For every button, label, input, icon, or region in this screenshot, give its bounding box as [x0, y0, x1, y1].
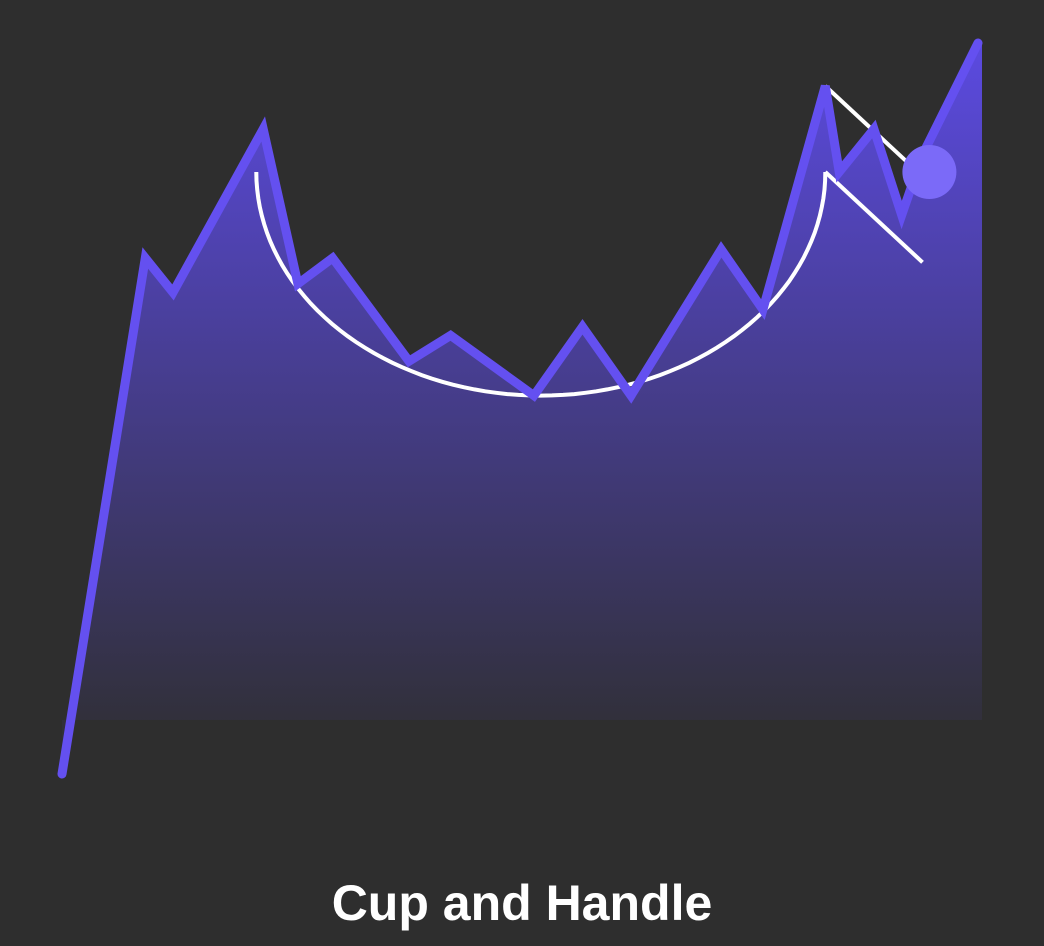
price-line	[57, 38, 983, 779]
chart-title: Cup and Handle	[331, 875, 713, 931]
handle-channel-lower	[823, 170, 924, 264]
price-area	[62, 43, 982, 774]
breakout-point	[902, 145, 957, 199]
